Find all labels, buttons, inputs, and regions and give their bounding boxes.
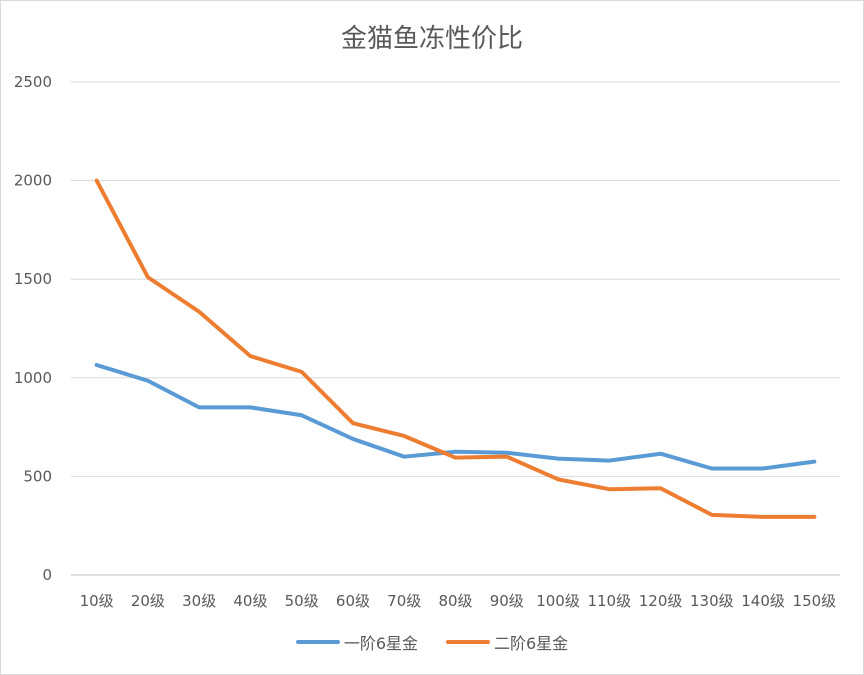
x-tick-label: 30级 [182, 592, 216, 610]
x-tick-label: 70级 [387, 592, 421, 610]
y-tick-label: 0 [42, 566, 52, 584]
y-tick-label: 1000 [14, 369, 52, 387]
legend-item-series-2: 二阶6星金 [446, 630, 568, 654]
x-tick-label: 50级 [285, 592, 319, 610]
x-tick-label: 130级 [690, 592, 734, 610]
chart-title: 金猫鱼冻性价比 [340, 24, 523, 54]
x-tick-label: 20级 [131, 592, 165, 610]
y-tick-label: 1500 [14, 270, 52, 288]
series-line-2 [94, 178, 817, 519]
legend-swatch-series-1 [295, 640, 340, 644]
x-tick-label: 40级 [233, 592, 267, 610]
x-tick-label: 80级 [438, 592, 472, 610]
x-tick-label: 150级 [793, 592, 837, 610]
y-tick-label: 500 [23, 467, 52, 485]
legend-label-series-1: 一阶6星金 [343, 634, 418, 653]
x-tick-label: 140级 [741, 592, 785, 610]
x-tick-label: 100级 [536, 592, 580, 610]
x-tick-label: 10级 [80, 592, 114, 610]
x-tick-label: 120级 [639, 592, 683, 610]
x-tick-label: 90级 [490, 592, 524, 610]
chart-legend: 一阶6星金 二阶6星金 [0, 630, 864, 654]
legend-label-series-2: 二阶6星金 [494, 634, 569, 653]
legend-swatch-series-2 [446, 640, 490, 644]
x-tick-label: 110级 [587, 592, 631, 610]
legend-item-series-1: 一阶6星金 [295, 630, 418, 654]
y-tick-label: 2000 [14, 172, 52, 190]
series-line-1 [94, 362, 817, 471]
y-tick-label: 2500 [14, 73, 52, 91]
x-tick-label: 60级 [336, 592, 370, 610]
